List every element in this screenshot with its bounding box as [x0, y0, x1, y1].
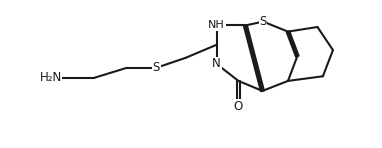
Text: NH: NH	[208, 20, 225, 30]
Text: O: O	[234, 100, 243, 113]
Text: H₂N: H₂N	[39, 71, 62, 84]
Text: S: S	[259, 15, 267, 28]
Text: S: S	[152, 61, 160, 74]
Text: N: N	[212, 57, 221, 70]
